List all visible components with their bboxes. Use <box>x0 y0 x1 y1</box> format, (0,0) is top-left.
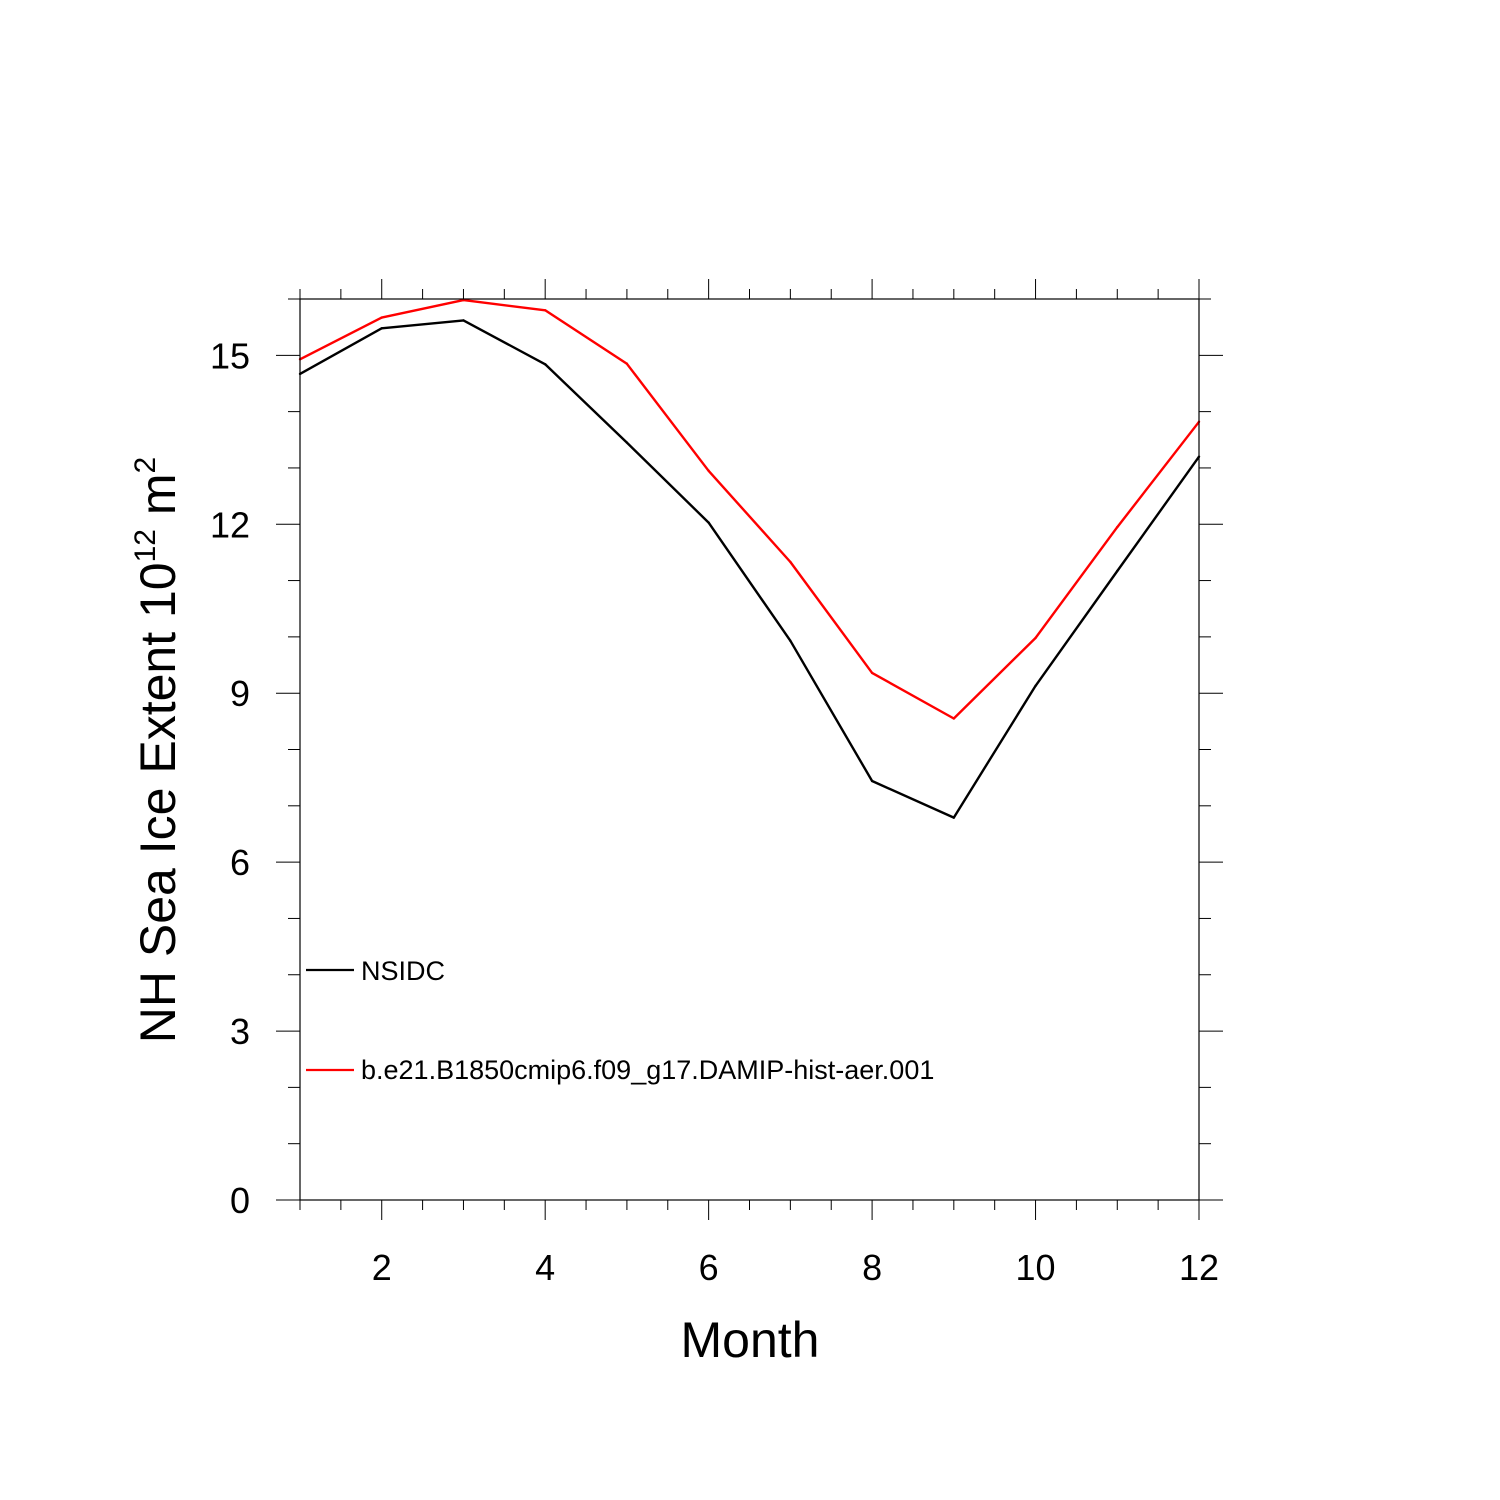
data-point <box>1034 684 1037 688</box>
data-point <box>462 319 465 322</box>
data-point <box>380 327 383 330</box>
y-tick-label: 9 <box>230 673 250 714</box>
series-lines <box>298 298 1201 819</box>
axis-ticks <box>276 279 1223 1220</box>
y-axis-title-unit-exponent: 2 <box>129 457 162 474</box>
x-tick-label: 12 <box>1179 1247 1219 1288</box>
data-point <box>870 671 874 675</box>
data-point <box>707 521 710 524</box>
y-tick-label: 6 <box>230 842 250 883</box>
data-point <box>952 816 956 819</box>
plot-frame <box>299 298 1200 1201</box>
data-point <box>707 469 710 472</box>
y-tick-label: 15 <box>210 335 250 376</box>
tick-labels: 2 4 6 8 10 12 0 3 6 9 12 15 <box>210 335 1219 1288</box>
x-tick-label: 10 <box>1016 1247 1056 1288</box>
data-point <box>543 363 547 366</box>
data-point <box>1116 569 1119 573</box>
x-tick-label: 2 <box>372 1247 392 1288</box>
y-axis-title-exponent: 12 <box>129 529 162 562</box>
x-tick-label: 4 <box>535 1247 555 1288</box>
legend: NSIDC b.e21.B1850cmip6.f09_g17.DAMIP-his… <box>306 956 934 1085</box>
data-point <box>1116 525 1119 529</box>
legend-label-damip-hist-aer: b.e21.B1850cmip6.f09_g17.DAMIP-hist-aer.… <box>361 1055 934 1085</box>
x-axis-title: Month <box>681 1312 820 1368</box>
data-point <box>625 441 629 444</box>
y-axis-title-base: NH Sea Ice Extent 10 <box>130 562 186 1043</box>
data-point <box>625 362 629 365</box>
series-line-nsidc <box>299 319 1200 819</box>
legend-label-nsidc: NSIDC <box>361 956 445 986</box>
y-tick-label: 12 <box>210 504 250 545</box>
y-tick-label: 0 <box>230 1180 250 1221</box>
y-axis-title: NH Sea Ice Extent 1012 m2 <box>129 457 186 1043</box>
data-point <box>1034 636 1037 640</box>
x-tick-label: 6 <box>699 1247 719 1288</box>
x-tick-label: 8 <box>862 1247 882 1288</box>
data-point <box>789 639 792 643</box>
data-point <box>952 717 956 720</box>
series-line-damip-hist-aer <box>299 298 1200 720</box>
data-point <box>789 560 792 564</box>
y-tick-label: 3 <box>230 1011 250 1052</box>
data-point <box>870 779 874 783</box>
y-axis-title-unit: m <box>130 473 186 529</box>
data-point <box>380 316 383 319</box>
data-point <box>543 309 547 312</box>
